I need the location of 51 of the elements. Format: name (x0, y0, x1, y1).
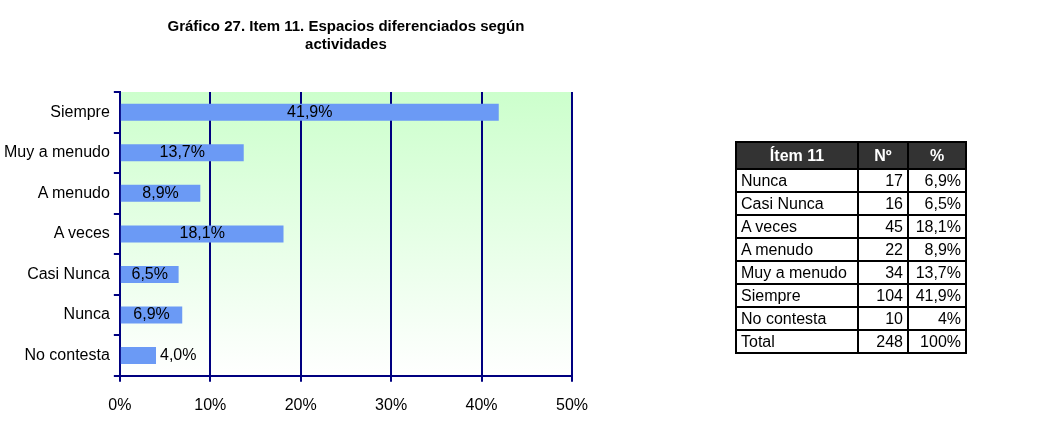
data-label: 18,1% (179, 224, 225, 242)
text: Ítem 11 (736, 142, 858, 169)
bar (120, 103, 499, 121)
category-label: Total (736, 330, 858, 353)
data-label: 16 (858, 192, 908, 215)
data-label: 8,9% (908, 238, 966, 261)
x-tick-label: 50% (555, 395, 589, 413)
x-tick-label: 40% (465, 395, 498, 413)
category-label: Siempre (736, 284, 858, 307)
category-label: Nunca (736, 169, 858, 192)
data-label: 8,9% (142, 183, 179, 201)
data-label: 6,9% (908, 169, 966, 192)
data-label: 41,9% (908, 284, 966, 307)
chart-title: Gráfico 27. Item 11. Espacios diferenciados según actividades (167, 17, 525, 53)
data-label: 6,5% (908, 192, 966, 215)
data-label: 4% (908, 307, 966, 330)
y-tick-label: Siempre (50, 102, 110, 120)
data-label: 17 (858, 169, 908, 192)
data-label: 100% (908, 330, 966, 353)
data-label: 41,9% (287, 102, 333, 120)
text: Nº (858, 142, 908, 169)
data-label: 104 (858, 284, 908, 307)
data-label: 34 (858, 261, 908, 284)
category-label: A veces (736, 215, 858, 238)
bar (120, 225, 284, 243)
data-label: 6,5% (131, 264, 168, 282)
category-label: A menudo (736, 238, 858, 261)
y-tick-label: A menudo (37, 183, 110, 201)
x-tick-label: 30% (375, 395, 408, 413)
data-label: 6,9% (133, 305, 170, 323)
y-tick-label: Nunca (63, 305, 110, 323)
y-tick-label: No contesta (24, 345, 110, 363)
data-label: 22 (858, 238, 908, 261)
data-label: 13,7% (159, 143, 205, 161)
category-label: Casi Nunca (736, 192, 858, 215)
y-tick-label: A veces (53, 224, 110, 242)
y-tick-label: Muy a menudo (3, 143, 110, 161)
x-tick-label: 10% (194, 395, 227, 413)
y-tick-label: Casi Nunca (27, 264, 110, 282)
data-label: 13,7% (908, 261, 966, 284)
legend-label: % (908, 142, 966, 169)
data-label: 4,0% (160, 345, 197, 363)
data-label: 248 (858, 330, 908, 353)
data-label: 10 (858, 307, 908, 330)
x-tick-label: 0% (108, 395, 132, 413)
category-label: Muy a menudo (736, 261, 858, 284)
bar (120, 347, 157, 365)
data-label: 45 (858, 215, 908, 238)
category-label: No contesta (736, 307, 858, 330)
x-tick-label: 20% (284, 395, 317, 413)
data-label: 18,1% (908, 215, 966, 238)
